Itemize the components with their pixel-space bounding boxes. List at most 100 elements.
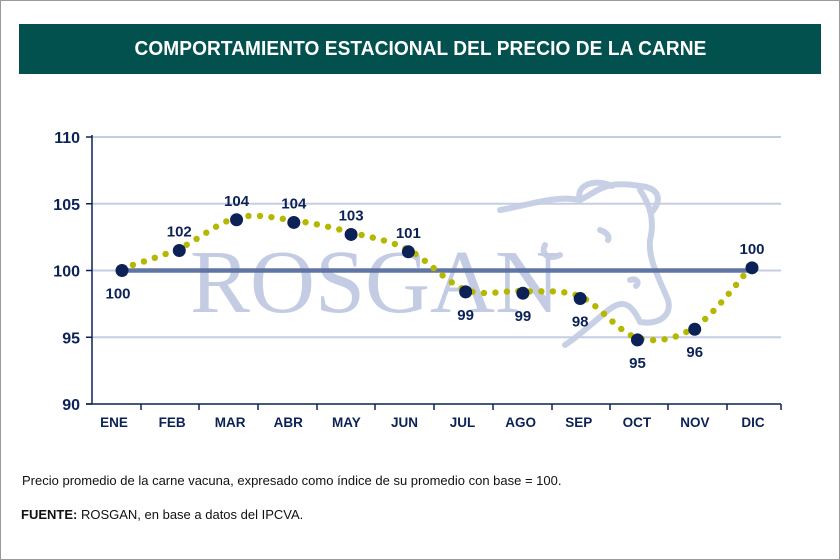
data-point <box>573 292 587 306</box>
trend-dot <box>313 221 321 228</box>
data-point <box>745 261 759 275</box>
data-point <box>516 286 530 300</box>
axes: 90 95 100 105 110 ENE FEB MAR ABR MAY JUN JUL AGO SEP… <box>53 130 782 430</box>
trend-dot <box>672 333 679 340</box>
x-tick-label: MAR <box>215 415 246 430</box>
trend-dot <box>592 303 599 310</box>
chart-note: Precio promedio de la carne vacuna, expr… <box>22 473 562 488</box>
trend-dot <box>549 288 557 295</box>
trend-dot <box>430 264 437 272</box>
trend-dot <box>140 258 148 265</box>
trend-dot <box>245 212 252 220</box>
data-label: 102 <box>167 223 192 240</box>
x-tick-label: JUL <box>450 415 476 430</box>
trend-dot <box>448 279 455 286</box>
data-label: 95 <box>629 355 646 372</box>
data-label: 99 <box>515 308 532 325</box>
x-tick-label: NOV <box>680 415 709 430</box>
data-labels: 100 102 104 104 103 101 99 99 98 95 96 100 <box>105 193 764 372</box>
data-label: 104 <box>224 193 250 210</box>
data-label: 104 <box>281 195 307 212</box>
trend-dot <box>649 336 657 344</box>
trend-dot <box>725 290 732 297</box>
data-point <box>630 333 644 347</box>
trend-dot <box>151 254 159 262</box>
trend-dot <box>710 307 717 315</box>
trend-dot <box>380 237 388 244</box>
source-label: FUENTE: <box>21 507 78 522</box>
trend-dot <box>538 288 545 295</box>
y-tick-label: 110 <box>54 130 80 147</box>
trend-dot <box>324 223 332 230</box>
trend-dot <box>391 240 399 248</box>
trend-dot <box>183 241 190 248</box>
data-label: 103 <box>339 207 364 224</box>
trend-dot <box>256 212 264 220</box>
title-banner: COMPORTAMIENTO ESTACIONAL DEL PRECIO DE … <box>19 24 821 74</box>
trend-dot <box>661 336 668 343</box>
data-label: 98 <box>572 314 589 331</box>
data-label: 100 <box>105 286 130 303</box>
chart-title: COMPORTAMIENTO ESTACIONAL DEL PRECIO DE … <box>134 37 706 60</box>
data-point <box>230 213 244 227</box>
trend-dot <box>279 215 287 223</box>
x-tick-label: ENE <box>100 415 128 430</box>
x-tick-label: FEB <box>159 415 186 430</box>
trend-dot <box>193 235 200 243</box>
data-label: 96 <box>686 344 703 361</box>
x-tick-label: JUN <box>391 415 418 430</box>
y-tick-label: 100 <box>53 264 80 281</box>
data-label: 100 <box>739 241 764 258</box>
trend-dot <box>732 281 740 289</box>
data-point <box>172 243 186 257</box>
trend-dot <box>740 272 747 280</box>
trend-dot <box>480 289 488 297</box>
x-tick-label: ABR <box>274 415 303 430</box>
data-point <box>459 285 473 299</box>
trend-dot <box>129 261 137 269</box>
trend-dot <box>212 223 220 230</box>
trend-dot <box>223 218 230 225</box>
data-label: 99 <box>457 307 474 324</box>
trend-dot <box>609 318 616 325</box>
trend-dot <box>439 272 446 279</box>
chart-source: FUENTE: ROSGAN, en base a datos del IPCV… <box>21 507 303 522</box>
y-tick-label: 90 <box>62 397 80 414</box>
trend-dot <box>358 231 365 239</box>
trend-dot <box>701 315 709 323</box>
x-tick-label: DIC <box>741 415 765 430</box>
watermark-text: ROSGAN <box>190 233 560 332</box>
trend-dot <box>561 289 568 296</box>
data-point <box>115 264 129 277</box>
data-point <box>401 245 415 259</box>
trend-dot <box>600 310 608 318</box>
data-label: 101 <box>396 225 421 242</box>
x-tick-label: AGO <box>505 415 536 430</box>
data-point <box>344 227 358 241</box>
trend-dot <box>162 250 169 258</box>
data-point <box>287 215 301 229</box>
trend-dot <box>302 219 309 226</box>
data-point <box>688 322 702 336</box>
watermark: ROSGAN <box>190 179 672 348</box>
trend-dot <box>492 289 499 296</box>
trend-dot <box>268 213 275 221</box>
trend-dot <box>203 229 210 236</box>
trend-dot <box>336 226 343 233</box>
source-text: ROSGAN, en base a datos del IPCVA. <box>77 507 304 522</box>
y-tick-label: 105 <box>53 197 80 214</box>
x-tick-label: SEP <box>565 415 592 430</box>
trend-dot <box>369 234 376 241</box>
trend-dot <box>683 328 690 336</box>
trend-dot <box>618 325 625 333</box>
cow-head-icon <box>497 179 672 348</box>
trend-dot <box>421 257 429 264</box>
x-tick-label: OCT <box>623 415 652 430</box>
trend-dot <box>503 288 511 295</box>
x-tick-label: MAY <box>332 415 361 430</box>
y-tick-label: 95 <box>62 330 80 347</box>
trend-dot <box>717 299 725 306</box>
data-markers <box>115 213 759 347</box>
